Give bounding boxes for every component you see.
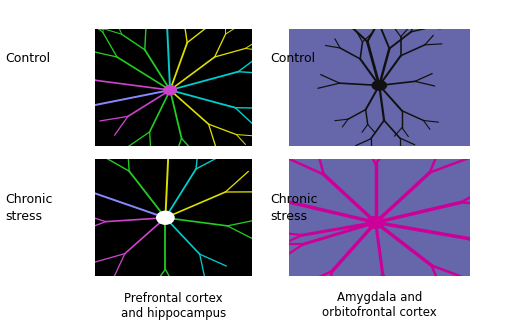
Text: Chronic
stress: Chronic stress <box>270 193 318 223</box>
Text: Control: Control <box>270 52 316 65</box>
Text: Chronic
stress: Chronic stress <box>5 193 53 223</box>
Circle shape <box>164 85 176 95</box>
Text: Amygdala and
orbitofrontal cortex: Amygdala and orbitofrontal cortex <box>322 292 437 319</box>
Circle shape <box>156 211 174 224</box>
Text: Prefrontal cortex
and hippocampus: Prefrontal cortex and hippocampus <box>121 292 226 319</box>
Circle shape <box>372 81 386 90</box>
Text: Control: Control <box>5 52 50 65</box>
Circle shape <box>366 216 385 228</box>
